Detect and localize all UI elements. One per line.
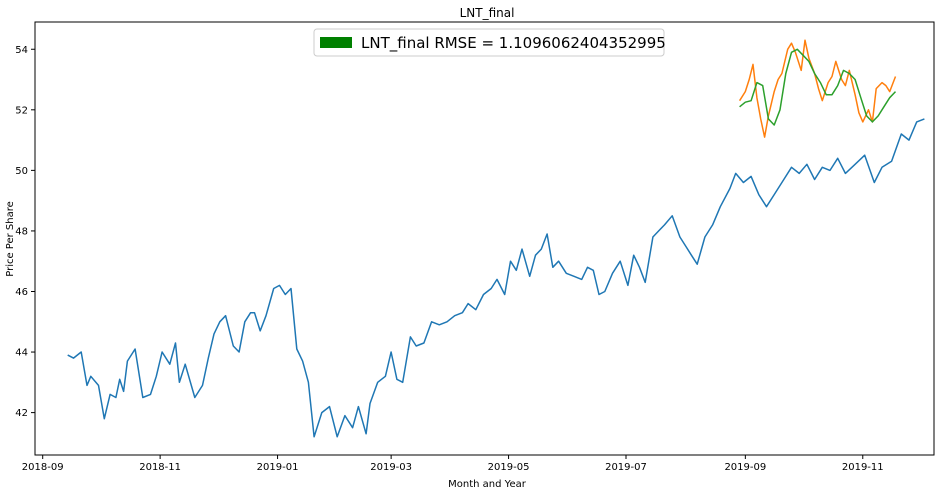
y-tick-label: 54 <box>15 45 28 56</box>
y-tick-label: 52 <box>15 105 28 116</box>
y-tick-label: 46 <box>15 287 28 298</box>
series-line-1 <box>67 118 925 438</box>
y-tick-label: 42 <box>15 408 28 419</box>
x-axis-title: Month and Year <box>448 479 527 490</box>
y-tick-label: 44 <box>15 348 28 359</box>
x-tick-label: 2019-07 <box>605 462 647 473</box>
plot-frame <box>34 21 935 456</box>
y-axis: 42 44 46 48 50 52 54 <box>15 45 35 419</box>
x-tick-label: 2019-01 <box>257 462 299 473</box>
legend-box <box>313 28 665 57</box>
legend: LNT_final RMSE = 1.1096062404352995 <box>313 28 666 57</box>
series-line-2 <box>738 39 897 138</box>
x-tick-label: 2019-11 <box>842 462 884 473</box>
series-layer <box>67 39 925 438</box>
legend-label: LNT_final RMSE = 1.1096062404352995 <box>361 34 666 53</box>
y-axis-title: Price Per Share <box>5 201 16 277</box>
x-tick-label: 2019-09 <box>724 462 766 473</box>
x-tick-label: 2019-03 <box>370 462 412 473</box>
legend-swatch <box>320 37 352 48</box>
series-line-3 <box>739 48 897 126</box>
chart-title: LNT_final <box>460 6 515 20</box>
x-tick-label: 2018-11 <box>139 462 181 473</box>
x-axis: 2018-09 2018-11 2019-01 2019-03 2019-05 2019-… <box>22 455 884 473</box>
y-tick-label: 50 <box>15 166 28 177</box>
x-tick-label: 2019-05 <box>488 462 530 473</box>
x-tick-label: 2018-09 <box>22 462 64 473</box>
y-tick-label: 48 <box>15 226 28 237</box>
